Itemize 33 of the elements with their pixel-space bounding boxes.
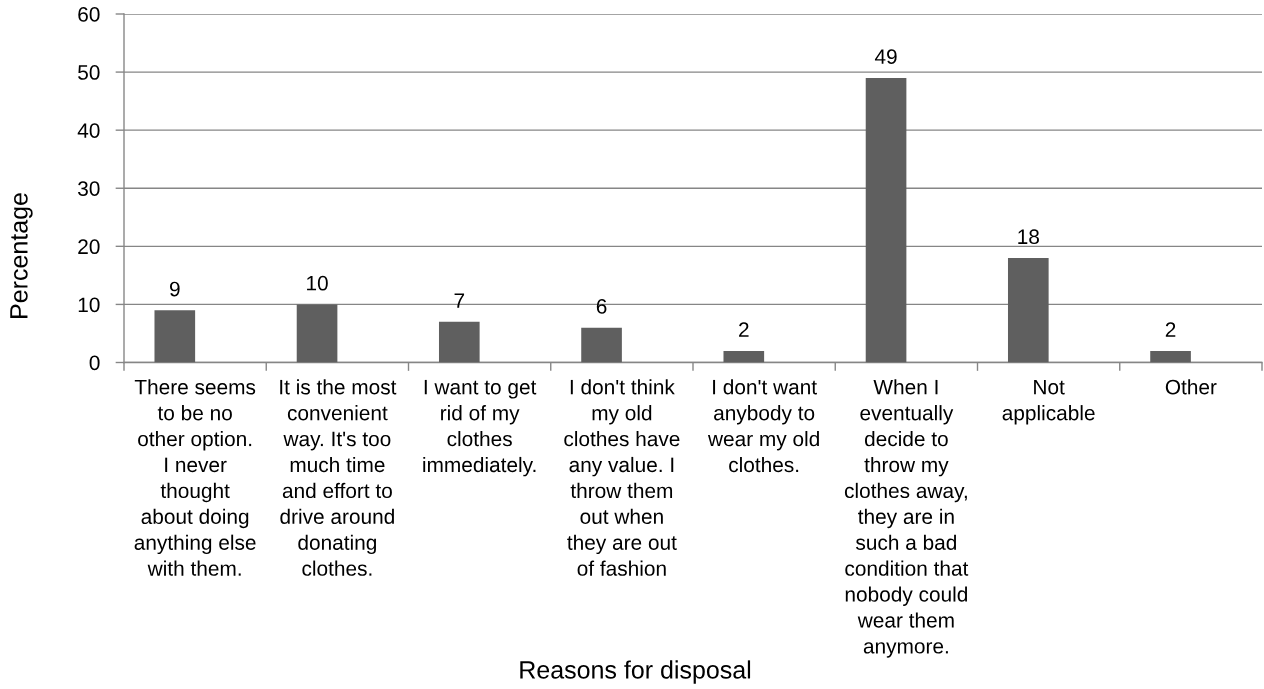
y-tick-label: 0 (89, 355, 100, 371)
y-tick-label: 20 (78, 239, 100, 255)
data-label: 9 (169, 281, 180, 297)
y-tick-label: 40 (77, 123, 100, 138)
bar (865, 77, 907, 363)
y-tick-label: 50 (78, 65, 100, 80)
x-tick-label: Not applicable (1002, 379, 1095, 425)
data-label: 2 (739, 322, 749, 337)
data-label: 2 (1165, 322, 1176, 337)
x-tick-label: Other (1165, 379, 1217, 395)
x-tick-label: It is the most convenient way. It's too much time and effort to drive around donating clothes. (280, 379, 397, 576)
bar (723, 350, 765, 363)
bar (154, 310, 196, 363)
y-axis-title: Percentage (10, 193, 33, 318)
bar (1150, 350, 1191, 363)
bar (581, 327, 622, 363)
x-tick-label: I don't want anybody to wear my old clothes. (707, 379, 819, 473)
x-tick-label: There seems to be no other option. I never thought about doing anything else with them. (134, 379, 256, 576)
data-label: 7 (454, 293, 465, 308)
data-label: 49 (874, 49, 897, 65)
data-label: 18 (1018, 229, 1039, 245)
y-tick-label: 10 (78, 297, 100, 313)
bar (1007, 257, 1049, 363)
data-label: 10 (307, 275, 328, 291)
y-tick-label: 60 (78, 7, 100, 22)
x-tick-label: I don't think my old clothes have any value. I throw them out when they are out of fashion (564, 379, 680, 576)
bar (438, 321, 480, 363)
category-label: When I eventually decide to throw my clothes away, they are in such a bad condition that nobody could wear them anymore. (844, 379, 969, 658)
data-label: 6 (596, 299, 607, 314)
x-axis-title: Reasons for disposal (520, 660, 751, 684)
y-tick-label: 30 (78, 181, 100, 196)
x-tick-label: I want to get rid of my clothes immediately. (423, 379, 537, 477)
bar (296, 304, 338, 363)
